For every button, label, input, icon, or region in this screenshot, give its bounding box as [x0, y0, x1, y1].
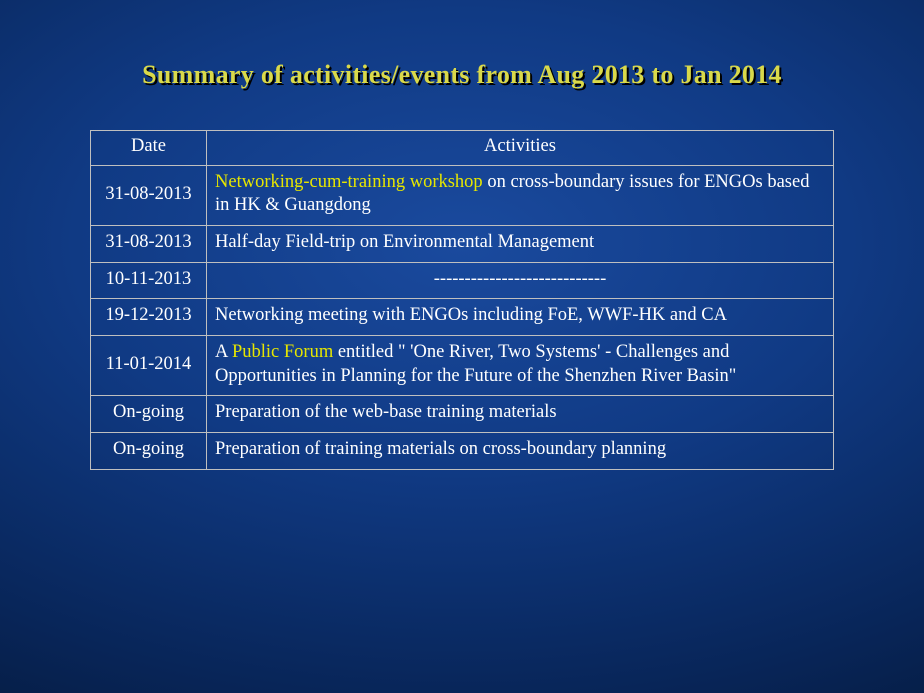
title-text: Summary of activities/events from Aug 20… — [142, 60, 782, 89]
activity-text: ---------------------------- — [434, 269, 607, 289]
cell-activity: Networking-cum-training workshop on cros… — [207, 165, 834, 225]
activity-text: Preparation of training materials on cro… — [215, 439, 666, 459]
activity-text: Half-day Field-trip on Environmental Man… — [215, 232, 594, 252]
table-row: 11-01-2014A Public Forum entitled " 'One… — [91, 336, 834, 396]
activity-text: Networking meeting with ENGOs including … — [215, 305, 727, 325]
table-row: On-going Preparation of the web-base trai… — [91, 396, 834, 433]
cell-date: On-going — [91, 433, 207, 470]
highlight-text: Public Forum — [232, 342, 333, 362]
cell-activity: Half-day Field-trip on Environmental Man… — [207, 226, 834, 263]
cell-date: On-going — [91, 396, 207, 433]
cell-activity: A Public Forum entitled " 'One River, Tw… — [207, 336, 834, 396]
cell-activity: ---------------------------- — [207, 262, 834, 299]
table-row: On-going Preparation of training material… — [91, 433, 834, 470]
cell-date: 31-08-2013 — [91, 226, 207, 263]
cell-date: 10-11-2013 — [91, 262, 207, 299]
table-row: 31-08-2013 Half-day Field-trip on Environ… — [91, 226, 834, 263]
activity-text: Preparation of the web-base training mat… — [215, 402, 557, 422]
col-header-date: Date — [91, 131, 207, 166]
highlight-text: Networking-cum-training workshop — [215, 172, 483, 192]
cell-activity: Networking meeting with ENGOs including … — [207, 299, 834, 336]
cell-activity: Preparation of training materials on cro… — [207, 433, 834, 470]
table-row: 31-08-2013Networking-cum-training worksh… — [91, 165, 834, 225]
cell-date: 31-08-2013 — [91, 165, 207, 225]
table-row: 19-12-2013 Networking meeting with ENGOs … — [91, 299, 834, 336]
activity-text: A — [215, 342, 232, 362]
slide-title: Summary of activities/events from Aug 20… — [0, 60, 924, 90]
col-header-activities: Activities — [207, 131, 834, 166]
cell-activity: Preparation of the web-base training mat… — [207, 396, 834, 433]
slide: Summary of activities/events from Aug 20… — [0, 0, 924, 693]
cell-date: 11-01-2014 — [91, 336, 207, 396]
cell-date: 19-12-2013 — [91, 299, 207, 336]
activities-table: Date Activities 31-08-2013Networking-cum… — [90, 130, 834, 470]
activities-table-wrap: Date Activities 31-08-2013Networking-cum… — [90, 130, 834, 470]
table-row: 10-11-2013 ---------------------------- — [91, 262, 834, 299]
table-header-row: Date Activities — [91, 131, 834, 166]
